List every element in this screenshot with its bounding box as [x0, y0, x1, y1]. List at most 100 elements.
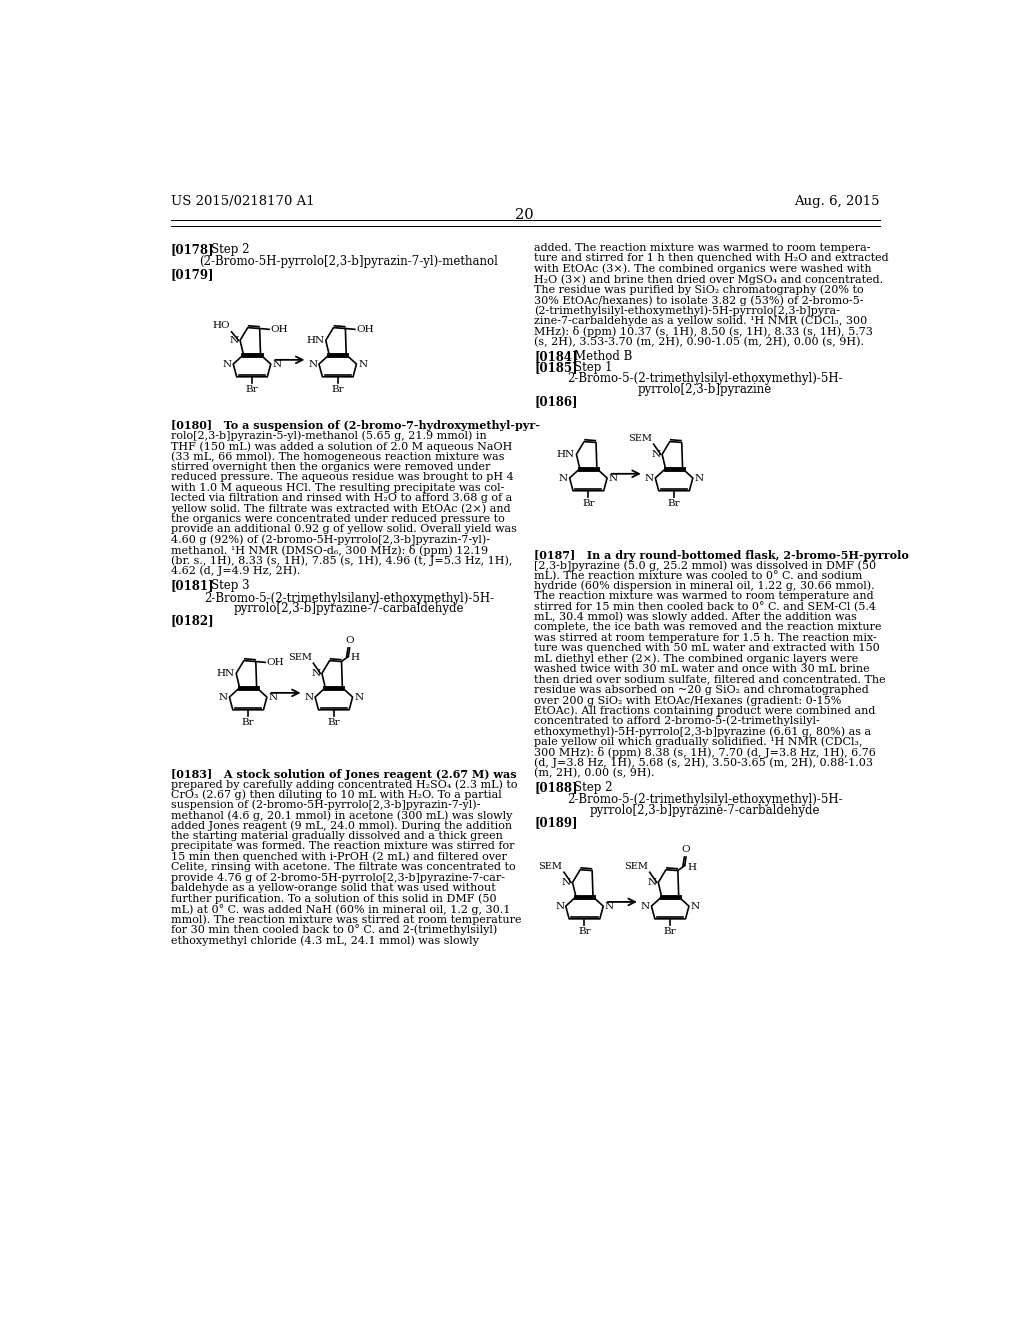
Text: OH: OH: [356, 325, 374, 334]
Text: the organics were concentrated under reduced pressure to: the organics were concentrated under red…: [171, 513, 505, 524]
Text: ethoxymethyl)-5H-pyrrolo[2,3-b]pyrazine (6.61 g, 80%) as a: ethoxymethyl)-5H-pyrrolo[2,3-b]pyrazine …: [535, 726, 871, 737]
Text: methanol. ¹H NMR (DMSO-d₆, 300 MHz): δ (ppm) 12.19: methanol. ¹H NMR (DMSO-d₆, 300 MHz): δ (…: [171, 545, 487, 556]
Text: N: N: [651, 450, 660, 459]
Text: Br: Br: [668, 499, 680, 508]
Text: provide 4.76 g of 2-bromo-5H-pyrrolo[2,3-b]pyrazine-7-car-: provide 4.76 g of 2-bromo-5H-pyrrolo[2,3…: [171, 873, 505, 883]
Text: Br: Br: [328, 718, 340, 727]
Text: mL) at 0° C. was added NaH (60% in mineral oil, 1.2 g, 30.1: mL) at 0° C. was added NaH (60% in miner…: [171, 904, 510, 915]
Text: 2-Bromo-5-(2-trimethylsilyl-ethoxymethyl)-5H-: 2-Bromo-5-(2-trimethylsilyl-ethoxymethyl…: [567, 372, 843, 385]
Text: N: N: [304, 693, 313, 702]
Text: SEM: SEM: [628, 434, 652, 444]
Text: complete, the ice bath was removed and the reaction mixture: complete, the ice bath was removed and t…: [535, 622, 882, 632]
Text: HN: HN: [557, 450, 574, 459]
Text: baldehyde as a yellow-orange solid that was used without: baldehyde as a yellow-orange solid that …: [171, 883, 496, 892]
Text: the starting material gradually dissolved and a thick green: the starting material gradually dissolve…: [171, 832, 503, 841]
Text: H: H: [687, 862, 696, 871]
Text: H₂O (3×) and brine then dried over MgSO₄ and concentrated.: H₂O (3×) and brine then dried over MgSO₄…: [535, 275, 884, 285]
Text: N: N: [229, 335, 239, 345]
Text: Br: Br: [246, 385, 258, 393]
Text: yellow solid. The filtrate was extracted with EtOAc (2×) and: yellow solid. The filtrate was extracted…: [171, 503, 510, 513]
Text: methanol (4.6 g, 20.1 mmol) in acetone (300 mL) was slowly: methanol (4.6 g, 20.1 mmol) in acetone (…: [171, 810, 512, 821]
Text: [0178]: [0178]: [171, 243, 214, 256]
Text: with 1.0 M aqueous HCl. The resulting precipitate was col-: with 1.0 M aqueous HCl. The resulting pr…: [171, 483, 504, 492]
Text: N: N: [562, 878, 571, 887]
Text: residue was absorbed on ~20 g SiO₂ and chromatographed: residue was absorbed on ~20 g SiO₂ and c…: [535, 685, 868, 694]
Text: stirred for 15 min then cooled back to 0° C. and SEM-Cl (5.4: stirred for 15 min then cooled back to 0…: [535, 602, 877, 612]
Text: OH: OH: [266, 657, 285, 667]
Text: N: N: [608, 474, 617, 483]
Text: THF (150 mL) was added a solution of 2.0 M aqueous NaOH: THF (150 mL) was added a solution of 2.0…: [171, 441, 512, 451]
Text: (33 mL, 66 mmol). The homogeneous reaction mixture was: (33 mL, 66 mmol). The homogeneous reacti…: [171, 451, 504, 462]
Text: N: N: [690, 902, 699, 911]
Text: pyrrolo[2,3-b]pyrazine-7-carbaldehyde: pyrrolo[2,3-b]pyrazine-7-carbaldehyde: [233, 602, 464, 615]
Text: reduced pressure. The aqueous residue was brought to pH 4: reduced pressure. The aqueous residue wa…: [171, 473, 513, 482]
Text: SEM: SEM: [288, 653, 312, 663]
Text: N: N: [308, 359, 317, 368]
Text: 30% EtOAc/hexanes) to isolate 3.82 g (53%) of 2-bromo-5-: 30% EtOAc/hexanes) to isolate 3.82 g (53…: [535, 296, 863, 306]
Text: mmol). The reaction mixture was stirred at room temperature: mmol). The reaction mixture was stirred …: [171, 915, 521, 925]
Text: N: N: [222, 359, 231, 368]
Text: (br. s., 1H), 8.33 (s, 1H), 7.85 (s, 1H), 4.96 (t, J=5.3 Hz, 1H),: (br. s., 1H), 8.33 (s, 1H), 7.85 (s, 1H)…: [171, 556, 512, 566]
Text: pyrrolo[2,3-b]pyrazine: pyrrolo[2,3-b]pyrazine: [638, 383, 772, 396]
Text: (2-Bromo-5H-pyrrolo[2,3-b]pyrazin-7-yl)-methanol: (2-Bromo-5H-pyrrolo[2,3-b]pyrazin-7-yl)-…: [200, 256, 499, 268]
Text: H: H: [351, 653, 359, 663]
Text: [2,3-b]pyrazine (5.0 g, 25.2 mmol) was dissolved in DMF (50: [2,3-b]pyrazine (5.0 g, 25.2 mmol) was d…: [535, 560, 877, 570]
Text: (d, J=3.8 Hz, 1H), 5.68 (s, 2H), 3.50-3.65 (m, 2H), 0.88-1.03: (d, J=3.8 Hz, 1H), 5.68 (s, 2H), 3.50-3.…: [535, 758, 873, 768]
Text: [0189]: [0189]: [535, 816, 578, 829]
Text: The residue was purified by SiO₂ chromatography (20% to: The residue was purified by SiO₂ chromat…: [535, 285, 863, 296]
Text: N: N: [647, 878, 656, 887]
Text: CrO₃ (2.67 g) then diluting to 10 mL with H₂O. To a partial: CrO₃ (2.67 g) then diluting to 10 mL wit…: [171, 789, 502, 800]
Text: added Jones reagent (9 mL, 24.0 mmol). During the addition: added Jones reagent (9 mL, 24.0 mmol). D…: [171, 821, 512, 832]
Text: N: N: [311, 669, 321, 678]
Text: zine-7-carbaldehyde as a yellow solid. ¹H NMR (CDCl₃, 300: zine-7-carbaldehyde as a yellow solid. ¹…: [535, 315, 867, 326]
Text: N: N: [272, 359, 282, 368]
Text: concentrated to afford 2-bromo-5-(2-trimethylsilyl-: concentrated to afford 2-bromo-5-(2-trim…: [535, 715, 820, 726]
Text: mL diethyl ether (2×). The combined organic layers were: mL diethyl ether (2×). The combined orga…: [535, 653, 858, 664]
Text: N: N: [555, 902, 564, 911]
Text: 4.62 (d, J=4.9 Hz, 2H).: 4.62 (d, J=4.9 Hz, 2H).: [171, 566, 300, 577]
Text: Br: Br: [582, 499, 595, 508]
Text: SEM: SEM: [625, 862, 648, 871]
Text: N: N: [268, 693, 278, 702]
Text: for 30 min then cooled back to 0° C. and 2-(trimethylsilyl): for 30 min then cooled back to 0° C. and…: [171, 924, 497, 936]
Text: N: N: [694, 474, 703, 483]
Text: OH: OH: [270, 325, 288, 334]
Text: Step 2: Step 2: [211, 243, 250, 256]
Text: 2-Bromo-5-(2-trimethylsilanyl-ethoxymethyl)-5H-: 2-Bromo-5-(2-trimethylsilanyl-ethoxymeth…: [204, 591, 494, 605]
Text: Br: Br: [664, 927, 677, 936]
Text: [0180]   To a suspension of (2-bromo-7-hydroxymethyl-pyr-: [0180] To a suspension of (2-bromo-7-hyd…: [171, 420, 540, 432]
Text: prepared by carefully adding concentrated H₂SO₄ (2.3 mL) to: prepared by carefully adding concentrate…: [171, 779, 517, 789]
Text: mL, 30.4 mmol) was slowly added. After the addition was: mL, 30.4 mmol) was slowly added. After t…: [535, 612, 857, 623]
Text: N: N: [645, 474, 653, 483]
Text: (2-trimethylsilyl-ethoxymethyl)-5H-pyrrolo[2,3-b]pyra-: (2-trimethylsilyl-ethoxymethyl)-5H-pyrro…: [535, 305, 840, 315]
Text: [0188]: [0188]: [535, 781, 578, 795]
Text: ethoxymethyl chloride (4.3 mL, 24.1 mmol) was slowly: ethoxymethyl chloride (4.3 mL, 24.1 mmol…: [171, 935, 478, 945]
Text: US 2015/0218170 A1: US 2015/0218170 A1: [171, 195, 314, 209]
Text: N: N: [605, 902, 614, 911]
Text: O: O: [682, 845, 690, 854]
Text: N: N: [559, 474, 568, 483]
Text: Celite, rinsing with acetone. The filtrate was concentrated to: Celite, rinsing with acetone. The filtra…: [171, 862, 515, 873]
Text: [0186]: [0186]: [535, 396, 578, 409]
Text: mL). The reaction mixture was cooled to 0° C. and sodium: mL). The reaction mixture was cooled to …: [535, 570, 862, 581]
Text: Aug. 6, 2015: Aug. 6, 2015: [795, 195, 880, 209]
Text: MHz): δ (ppm) 10.37 (s, 1H), 8.50 (s, 1H), 8.33 (s, 1H), 5.73: MHz): δ (ppm) 10.37 (s, 1H), 8.50 (s, 1H…: [535, 326, 873, 338]
Text: Br: Br: [332, 385, 344, 393]
Text: [0183]   A stock solution of Jones reagent (2.67 M) was: [0183] A stock solution of Jones reagent…: [171, 768, 516, 780]
Text: 4.60 g (92%) of (2-bromo-5H-pyrrolo[2,3-b]pyrazin-7-yl)-: 4.60 g (92%) of (2-bromo-5H-pyrrolo[2,3-…: [171, 535, 489, 545]
Text: ture was quenched with 50 mL water and extracted with 150: ture was quenched with 50 mL water and e…: [535, 643, 880, 653]
Text: O: O: [345, 636, 354, 645]
Text: Step 2: Step 2: [574, 781, 613, 795]
Text: added. The reaction mixture was warmed to room tempera-: added. The reaction mixture was warmed t…: [535, 243, 870, 253]
Text: [0187]   In a dry round-bottomed flask, 2-bromo-5H-pyrrolo: [0187] In a dry round-bottomed flask, 2-…: [535, 549, 909, 561]
Text: was stirred at room temperature for 1.5 h. The reaction mix-: was stirred at room temperature for 1.5 …: [535, 632, 877, 643]
Text: stirred overnight then the organics were removed under: stirred overnight then the organics were…: [171, 462, 490, 471]
Text: further purification. To a solution of this solid in DMF (50: further purification. To a solution of t…: [171, 894, 497, 904]
Text: (m, 2H), 0.00 (s, 9H).: (m, 2H), 0.00 (s, 9H).: [535, 768, 654, 779]
Text: over 200 g SiO₂ with EtOAc/Hexanes (gradient: 0-15%: over 200 g SiO₂ with EtOAc/Hexanes (grad…: [535, 696, 842, 706]
Text: [0184]: [0184]: [535, 350, 578, 363]
Text: 20: 20: [515, 209, 535, 223]
Text: 2-Bromo-5-(2-trimethylsilyl-ethoxymethyl)-5H-: 2-Bromo-5-(2-trimethylsilyl-ethoxymethyl…: [567, 793, 843, 807]
Text: The reaction mixture was warmed to room temperature and: The reaction mixture was warmed to room …: [535, 591, 873, 601]
Text: [0182]: [0182]: [171, 615, 214, 627]
